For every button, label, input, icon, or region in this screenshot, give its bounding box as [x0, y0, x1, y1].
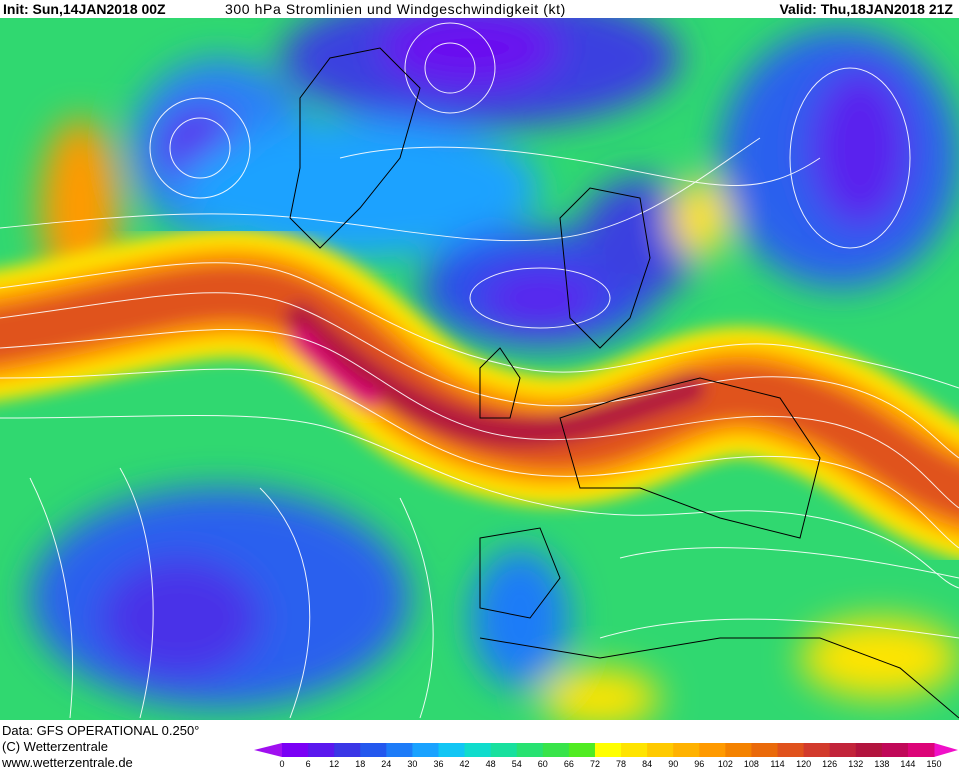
legend-color	[438, 743, 466, 757]
legend-tick-label: 36	[433, 759, 443, 769]
legend-tick-label: 54	[512, 759, 522, 769]
legend-tick-label: 0	[279, 759, 284, 769]
legend-over-arrow	[934, 743, 958, 757]
init-time: Init: Sun,14JAN2018 00Z	[3, 1, 166, 17]
legend-tick-label: 102	[718, 759, 733, 769]
legend-color	[360, 743, 387, 757]
legend-color	[464, 743, 492, 757]
map	[0, 18, 959, 720]
legend-color	[621, 743, 648, 757]
legend-tick-label: 126	[822, 759, 837, 769]
legend-color	[699, 743, 726, 757]
legend-tick-label: 132	[848, 759, 863, 769]
legend-color	[386, 743, 413, 757]
legend-tick-label: 60	[538, 759, 548, 769]
legend-tick-label: 90	[668, 759, 678, 769]
legend-tick-label: 24	[381, 759, 391, 769]
legend-tick-label: 30	[407, 759, 417, 769]
legend-color	[881, 743, 909, 757]
website: www.wetterzentrale.de	[2, 755, 133, 770]
legend-color	[647, 743, 674, 757]
legend-color	[568, 743, 596, 757]
legend-tick-label: 48	[486, 759, 496, 769]
legend-color	[490, 743, 518, 757]
legend-tick-label: 78	[616, 759, 626, 769]
legend-tick-label: 114	[770, 759, 784, 769]
legend-tick-label: 42	[460, 759, 470, 769]
legend-tick-label: 12	[329, 759, 339, 769]
coastlines	[289, 47, 959, 719]
copyright: (C) Wetterzentrale	[2, 739, 108, 754]
legend-tick-label: 66	[564, 759, 574, 769]
legend-color	[855, 743, 883, 757]
legend-color	[907, 743, 935, 757]
legend-tick-label: 144	[900, 759, 915, 769]
legend-tick-label: 108	[744, 759, 759, 769]
color-legend: 0 6 12 18 24 30 36 42 48 54 60 66 72 78 84 90 96 102 108 11…	[254, 743, 958, 769]
legend-tick-label: 120	[796, 759, 811, 769]
legend-color	[594, 743, 622, 757]
legend-tick-label: 96	[694, 759, 704, 769]
legend-color	[777, 743, 805, 757]
legend-color	[282, 743, 309, 757]
valid-time: Valid: Thu,18JAN2018 21Z	[779, 1, 953, 17]
legend-color	[673, 743, 700, 757]
legend-color	[829, 743, 857, 757]
legend-color	[334, 743, 361, 757]
streamlines	[0, 22, 959, 719]
legend-tick-label: 72	[590, 759, 600, 769]
legend-tick-label: 150	[926, 759, 941, 769]
map-title: 300 hPa Stromlinien und Windgeschwindigk…	[225, 1, 566, 17]
legend-tick-label: 18	[355, 759, 365, 769]
legend-color	[803, 743, 831, 757]
legend-tick-label: 138	[874, 759, 889, 769]
legend-color	[751, 743, 779, 757]
legend-color	[516, 743, 544, 757]
legend-tick-label: 6	[306, 759, 311, 769]
legend-color	[725, 743, 752, 757]
legend-color	[412, 743, 439, 757]
data-source: Data: GFS OPERATIONAL 0.250°	[2, 723, 200, 738]
legend-tick-label: 84	[642, 759, 652, 769]
legend-color	[542, 743, 570, 757]
legend-color	[308, 743, 335, 757]
wind-field	[30, 18, 959, 720]
legend-under-arrow	[254, 743, 282, 757]
